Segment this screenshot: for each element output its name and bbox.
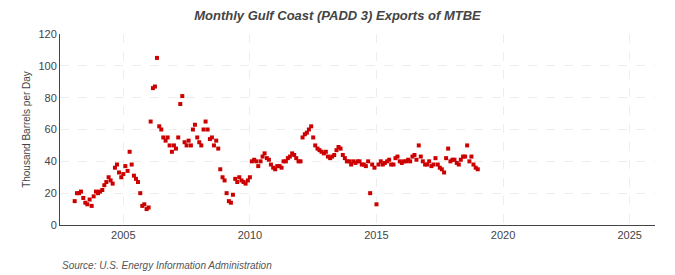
svg-text:0: 0	[51, 219, 57, 231]
svg-text:40: 40	[45, 155, 57, 167]
svg-text:Monthly Gulf Coast (PADD 3) Ex: Monthly Gulf Coast (PADD 3) Exports of M…	[194, 8, 481, 23]
svg-text:Source: U.S. Energy Informatio: Source: U.S. Energy Information Administ…	[62, 260, 272, 271]
svg-text:20: 20	[45, 187, 57, 199]
svg-text:2025: 2025	[617, 229, 641, 241]
svg-text:2005: 2005	[111, 229, 135, 241]
svg-text:2020: 2020	[491, 229, 515, 241]
svg-text:80: 80	[45, 92, 57, 104]
svg-text:120: 120	[38, 28, 56, 40]
svg-text:2015: 2015	[364, 229, 388, 241]
svg-text:2010: 2010	[238, 229, 262, 241]
svg-text:60: 60	[45, 123, 57, 135]
svg-text:100: 100	[38, 60, 56, 72]
svg-text:Thousand Barrels per Day: Thousand Barrels per Day	[21, 71, 32, 188]
